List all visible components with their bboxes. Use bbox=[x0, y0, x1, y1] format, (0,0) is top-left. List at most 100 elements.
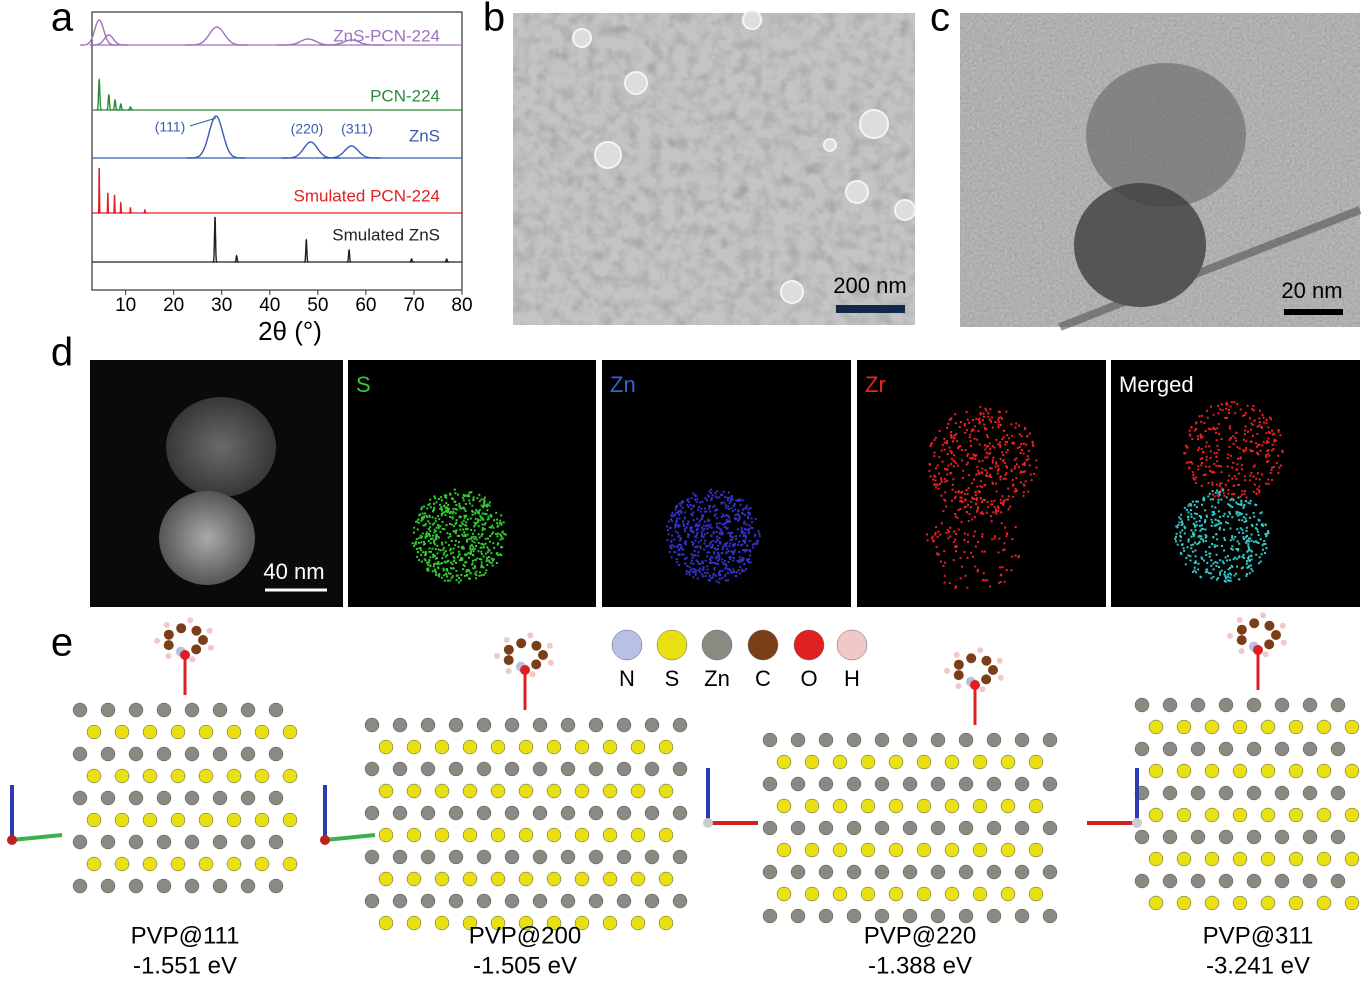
atom bbox=[254, 856, 270, 872]
map-dot bbox=[1234, 412, 1237, 415]
map-dot bbox=[997, 509, 1000, 512]
atom bbox=[504, 717, 520, 733]
map-dot bbox=[671, 544, 674, 547]
map-dot bbox=[734, 513, 737, 516]
map-dot bbox=[724, 521, 727, 524]
sem-image: 200 nm bbox=[513, 10, 916, 325]
map-dot bbox=[1191, 500, 1194, 503]
map-dot bbox=[486, 546, 489, 549]
atom bbox=[762, 776, 778, 792]
map-dot bbox=[684, 541, 687, 544]
atom bbox=[114, 812, 130, 828]
atom bbox=[406, 871, 422, 887]
map-dot bbox=[1251, 408, 1254, 411]
map-dot bbox=[741, 570, 744, 573]
map-dot bbox=[979, 411, 982, 414]
map-dot bbox=[1270, 469, 1273, 471]
map-dot bbox=[693, 494, 696, 497]
map-dot bbox=[977, 472, 980, 475]
map-dot bbox=[499, 533, 502, 536]
map-dot bbox=[482, 543, 485, 546]
map-dot bbox=[1193, 569, 1196, 572]
map-dot bbox=[1268, 432, 1271, 435]
map-dot bbox=[708, 574, 711, 577]
map-dot bbox=[1248, 516, 1251, 519]
map-dot bbox=[988, 442, 991, 445]
map-dot bbox=[1183, 452, 1186, 455]
atom bbox=[1246, 829, 1262, 845]
map-dot bbox=[1227, 488, 1230, 491]
map-dot bbox=[460, 521, 463, 524]
map-dot bbox=[729, 496, 732, 499]
atom bbox=[1316, 763, 1332, 779]
map-dot bbox=[1228, 425, 1231, 428]
map-dot bbox=[952, 478, 955, 481]
map-dot bbox=[676, 523, 679, 526]
map-dot bbox=[1201, 557, 1204, 560]
axis-arrow bbox=[11, 833, 63, 842]
map-dot bbox=[983, 550, 986, 553]
atom bbox=[1042, 908, 1058, 924]
atom bbox=[1236, 616, 1243, 623]
map-dot bbox=[748, 524, 751, 527]
map-dot bbox=[747, 511, 750, 514]
map-dot bbox=[1020, 443, 1023, 445]
atom bbox=[1330, 829, 1346, 845]
map-dot bbox=[458, 559, 461, 562]
map-dot bbox=[719, 531, 722, 534]
atom bbox=[1246, 741, 1262, 757]
map-dot bbox=[1230, 498, 1232, 501]
map-dot bbox=[675, 558, 678, 561]
map-dot bbox=[433, 508, 436, 511]
map-dot bbox=[1006, 533, 1009, 535]
map-dot bbox=[1190, 504, 1193, 507]
map-dot bbox=[1229, 576, 1232, 579]
map-dot bbox=[1239, 408, 1242, 411]
map-dot bbox=[1188, 503, 1191, 506]
map-dot bbox=[495, 552, 498, 555]
map-dot bbox=[1255, 553, 1258, 556]
map-dot bbox=[480, 516, 483, 519]
map-dot bbox=[1245, 526, 1248, 529]
diffraction-peak bbox=[129, 207, 132, 214]
map-dot bbox=[707, 494, 710, 497]
diffraction-peak bbox=[112, 99, 118, 111]
map-dot bbox=[1258, 443, 1261, 446]
map-dot bbox=[1235, 512, 1238, 515]
atom bbox=[1014, 864, 1030, 880]
map-dot bbox=[1258, 409, 1261, 412]
legend-label: H bbox=[844, 666, 860, 691]
map-dot bbox=[680, 545, 683, 548]
map-dot bbox=[1002, 429, 1005, 432]
map-dot bbox=[1200, 528, 1203, 531]
atom bbox=[462, 871, 478, 887]
map-dot bbox=[943, 448, 946, 451]
map-dot bbox=[942, 565, 945, 567]
map-dot bbox=[471, 513, 474, 516]
map-dot bbox=[492, 558, 495, 561]
map-dot bbox=[423, 558, 426, 561]
map-dot bbox=[702, 575, 704, 578]
map-dot bbox=[690, 497, 693, 500]
map-dot bbox=[1192, 534, 1195, 537]
atom bbox=[448, 805, 464, 821]
map-dot bbox=[986, 579, 989, 582]
map-dot bbox=[457, 550, 460, 553]
map-dot bbox=[1204, 519, 1207, 522]
map-dot bbox=[1246, 560, 1248, 563]
map-dot bbox=[724, 560, 727, 563]
x-tick-label: 20 bbox=[163, 295, 184, 316]
map-dot bbox=[1266, 440, 1268, 443]
atom bbox=[529, 671, 536, 678]
map-dot bbox=[690, 540, 693, 543]
map-dot bbox=[683, 517, 686, 520]
map-dot bbox=[1031, 440, 1034, 443]
map-dot bbox=[726, 527, 729, 529]
map-dot bbox=[981, 533, 984, 536]
map-dot bbox=[1229, 539, 1232, 542]
map-dot bbox=[736, 513, 739, 516]
atom bbox=[1302, 829, 1318, 845]
map-dot bbox=[941, 460, 944, 463]
map-dot bbox=[453, 525, 456, 528]
map-dot bbox=[693, 535, 696, 538]
